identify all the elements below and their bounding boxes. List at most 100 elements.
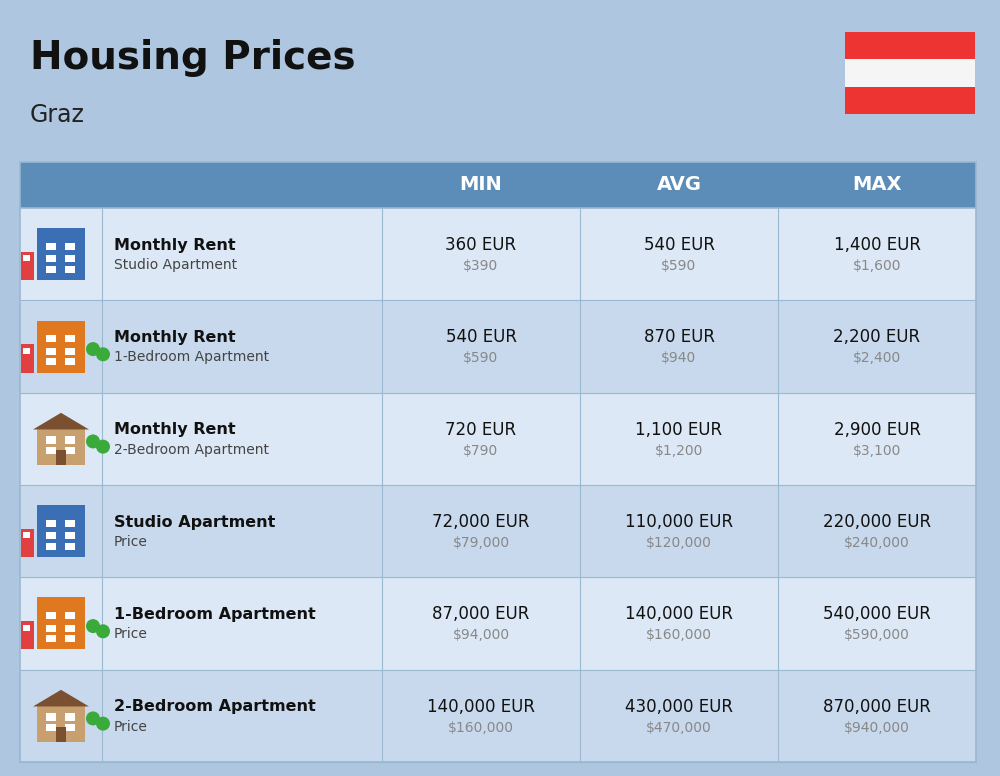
Text: 2,200 EUR: 2,200 EUR — [833, 328, 921, 347]
Bar — [46, 724, 56, 731]
Text: 2,900 EUR: 2,900 EUR — [834, 421, 920, 439]
Bar — [65, 532, 75, 539]
Bar — [20, 300, 976, 393]
Text: Housing Prices: Housing Prices — [30, 39, 356, 77]
Text: 140,000 EUR: 140,000 EUR — [625, 605, 733, 623]
Text: $590: $590 — [661, 259, 697, 273]
Text: Price: Price — [114, 535, 148, 549]
Text: 540,000 EUR: 540,000 EUR — [823, 605, 931, 623]
Text: $470,000: $470,000 — [646, 721, 712, 735]
Bar — [37, 429, 85, 465]
Bar — [21, 528, 34, 557]
Text: Graz: Graz — [30, 103, 85, 127]
Bar — [65, 358, 75, 365]
Text: $1,600: $1,600 — [853, 259, 901, 273]
Bar — [21, 621, 34, 650]
Text: 220,000 EUR: 220,000 EUR — [823, 513, 931, 531]
Text: MAX: MAX — [852, 175, 902, 195]
Bar — [23, 625, 30, 631]
Bar — [20, 208, 976, 300]
Bar — [46, 243, 56, 250]
Bar — [65, 635, 75, 643]
Text: 360 EUR: 360 EUR — [445, 236, 517, 255]
Text: 140,000 EUR: 140,000 EUR — [427, 698, 535, 715]
Text: 1,400 EUR: 1,400 EUR — [834, 236, 920, 255]
Bar — [37, 505, 85, 557]
Bar — [65, 625, 75, 632]
Circle shape — [96, 440, 110, 454]
Bar — [65, 243, 75, 250]
Text: 540 EUR: 540 EUR — [644, 236, 714, 255]
Polygon shape — [33, 690, 89, 706]
Bar — [65, 724, 75, 731]
Text: 2-Bedroom Apartment: 2-Bedroom Apartment — [114, 699, 316, 715]
Text: Monthly Rent: Monthly Rent — [114, 422, 236, 438]
Bar — [56, 727, 66, 742]
Text: $390: $390 — [463, 259, 499, 273]
Bar — [46, 713, 56, 720]
Bar — [56, 450, 66, 465]
Text: $79,000: $79,000 — [452, 536, 510, 550]
Bar — [65, 713, 75, 720]
Text: 870,000 EUR: 870,000 EUR — [823, 698, 931, 715]
Text: 2-Bedroom Apartment: 2-Bedroom Apartment — [114, 443, 269, 457]
Bar — [20, 670, 976, 762]
Text: Monthly Rent: Monthly Rent — [114, 330, 236, 345]
Circle shape — [96, 716, 110, 731]
Bar — [46, 612, 56, 619]
Circle shape — [86, 712, 100, 726]
Bar — [65, 265, 75, 273]
Text: Monthly Rent: Monthly Rent — [114, 237, 236, 253]
Bar — [46, 625, 56, 632]
Text: $790: $790 — [463, 444, 499, 458]
Text: $160,000: $160,000 — [646, 629, 712, 643]
Bar — [845, 32, 975, 59]
Circle shape — [86, 342, 100, 356]
Bar — [37, 320, 85, 372]
Bar — [65, 436, 75, 444]
Text: 72,000 EUR: 72,000 EUR — [432, 513, 530, 531]
Bar — [46, 447, 56, 454]
Text: $2,400: $2,400 — [853, 352, 901, 365]
Text: $940: $940 — [661, 352, 697, 365]
Circle shape — [86, 435, 100, 449]
Bar — [46, 436, 56, 444]
Polygon shape — [33, 413, 89, 429]
Bar — [46, 255, 56, 262]
Text: 870 EUR: 870 EUR — [644, 328, 714, 347]
Bar — [65, 348, 75, 355]
Bar — [21, 251, 34, 280]
Bar — [46, 358, 56, 365]
Bar — [65, 520, 75, 527]
Bar — [845, 87, 975, 114]
Bar — [65, 542, 75, 550]
Bar — [37, 706, 85, 742]
Bar — [46, 335, 56, 342]
Bar — [46, 520, 56, 527]
Text: $94,000: $94,000 — [452, 629, 510, 643]
Circle shape — [96, 348, 110, 362]
Bar — [37, 228, 85, 280]
Text: $120,000: $120,000 — [646, 536, 712, 550]
Text: MIN: MIN — [460, 175, 502, 195]
Bar — [23, 532, 30, 539]
Text: 87,000 EUR: 87,000 EUR — [432, 605, 530, 623]
Text: 1-Bedroom Apartment: 1-Bedroom Apartment — [114, 607, 316, 622]
Text: $590: $590 — [463, 352, 499, 365]
Bar — [20, 162, 976, 208]
Text: $240,000: $240,000 — [844, 536, 910, 550]
Bar — [23, 348, 30, 354]
Text: $590,000: $590,000 — [844, 629, 910, 643]
Bar — [46, 532, 56, 539]
Text: AVG: AVG — [656, 175, 702, 195]
Bar — [65, 447, 75, 454]
Text: Studio Apartment: Studio Apartment — [114, 514, 275, 530]
Bar — [65, 612, 75, 619]
Text: 110,000 EUR: 110,000 EUR — [625, 513, 733, 531]
Text: $3,100: $3,100 — [853, 444, 901, 458]
Bar — [20, 393, 976, 485]
Bar — [65, 335, 75, 342]
Bar — [46, 265, 56, 273]
Circle shape — [96, 625, 110, 639]
Bar — [65, 255, 75, 262]
